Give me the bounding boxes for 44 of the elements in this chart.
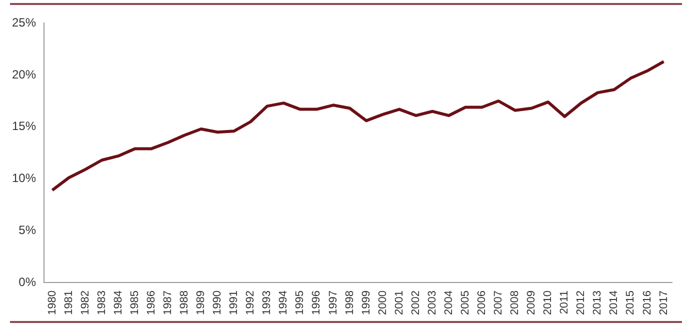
x-tick-label: 1981 — [62, 290, 75, 316]
x-tick-label: 1987 — [162, 290, 174, 316]
x-tick-label: 1984 — [112, 290, 124, 316]
x-tick-label: 1995 — [294, 290, 306, 316]
x-tick-label: 2004 — [442, 290, 455, 316]
x-tick-label: 1994 — [278, 290, 290, 316]
x-tick-label: 2013 — [592, 290, 604, 316]
x-tick-label: 2016 — [641, 290, 654, 316]
x-tick-label: 1998 — [344, 290, 356, 316]
x-tick-label: 2014 — [608, 290, 620, 316]
x-tick-label: 1982 — [79, 290, 92, 316]
x-tick-label: 1990 — [212, 290, 224, 316]
x-tick-label: 2002 — [410, 290, 422, 316]
x-tick-label: 2008 — [509, 290, 522, 316]
x-tick-label: 1988 — [178, 290, 191, 316]
x-tick-label: 1989 — [195, 290, 208, 316]
x-tick-label: 2000 — [376, 290, 389, 316]
x-tick-label: 1983 — [96, 290, 108, 316]
x-tick-label: 1985 — [128, 290, 141, 316]
x-tick-label: 2009 — [526, 290, 538, 316]
y-tick-label: 5% — [18, 222, 36, 237]
x-tick-label: 2005 — [459, 290, 472, 316]
x-tick-label: 1986 — [145, 290, 158, 316]
x-tick-label: 1996 — [310, 290, 323, 316]
x-tick-label: 2001 — [393, 290, 406, 316]
x-tick-label: 2017 — [658, 290, 670, 316]
x-tick-label: 2006 — [476, 290, 488, 316]
x-tick-label: 2015 — [624, 290, 637, 316]
x-tick-label: 2011 — [558, 290, 571, 314]
y-tick-label: 15% — [12, 119, 36, 134]
y-tick-label: 20% — [12, 67, 36, 82]
x-tick-label: 1999 — [360, 290, 372, 316]
x-tick-label: 2003 — [426, 290, 438, 316]
x-tick-label: 1997 — [327, 290, 340, 316]
x-tick-label: 2010 — [542, 290, 554, 316]
x-tick-label: 1980 — [46, 290, 58, 316]
y-tick-label: 0% — [18, 274, 36, 289]
x-tick-label: 2012 — [575, 290, 588, 316]
y-tick-label: 25% — [12, 16, 36, 30]
x-tick-label: 1993 — [261, 290, 274, 316]
y-tick-label: 10% — [12, 171, 36, 186]
x-tick-label: 1992 — [244, 290, 257, 316]
x-tick-label: 2007 — [492, 290, 505, 316]
x-tick-label: 1991 — [228, 290, 240, 316]
